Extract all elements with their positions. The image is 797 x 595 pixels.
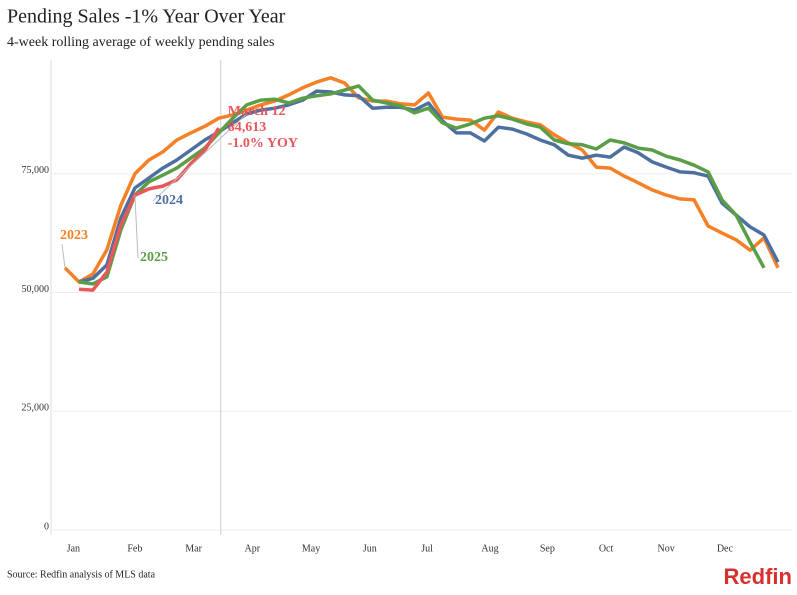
series-label: 2024 xyxy=(155,193,183,208)
x-tick-label: Sep xyxy=(540,543,555,554)
annotation: 84,613 xyxy=(228,120,267,135)
x-tick-label: Nov xyxy=(658,543,675,554)
x-tick-label: Mar xyxy=(185,543,202,554)
annotation: March 12 xyxy=(228,104,286,119)
series-line xyxy=(78,127,221,292)
chart-title: Pending Sales -1% Year Over Year xyxy=(7,6,286,28)
x-tick-label: Jan xyxy=(67,543,80,554)
x-tick-label: Dec xyxy=(717,543,734,554)
label-leader xyxy=(134,195,139,259)
logo: Redfin xyxy=(724,564,792,589)
label-leader xyxy=(152,113,248,202)
x-tick-label: Jul xyxy=(421,543,433,554)
x-tick-label: May xyxy=(302,543,320,554)
y-tick-label: 50,000 xyxy=(22,284,50,295)
label-leader xyxy=(61,243,66,268)
chart-subtitle: 4-week rolling average of weekly pending… xyxy=(7,35,274,50)
x-tick-label: Oct xyxy=(599,543,614,554)
y-tick-label: 0 xyxy=(44,521,49,532)
x-tick-label: Feb xyxy=(127,543,142,554)
y-tick-label: 75,000 xyxy=(22,165,50,176)
y-tick-label: 25,000 xyxy=(22,403,50,414)
source-note: Source: Redfin analysis of MLS data xyxy=(7,569,156,580)
series-label: 2025 xyxy=(140,250,168,265)
series-label: 2023 xyxy=(60,228,88,243)
x-tick-label: Jun xyxy=(363,543,377,554)
x-tick-label: Apr xyxy=(245,543,261,554)
series-line xyxy=(78,84,766,286)
series-line xyxy=(63,76,780,284)
annotation: -1.0% YOY xyxy=(228,136,298,151)
x-tick-label: Aug xyxy=(481,543,498,554)
series-line xyxy=(78,89,780,284)
